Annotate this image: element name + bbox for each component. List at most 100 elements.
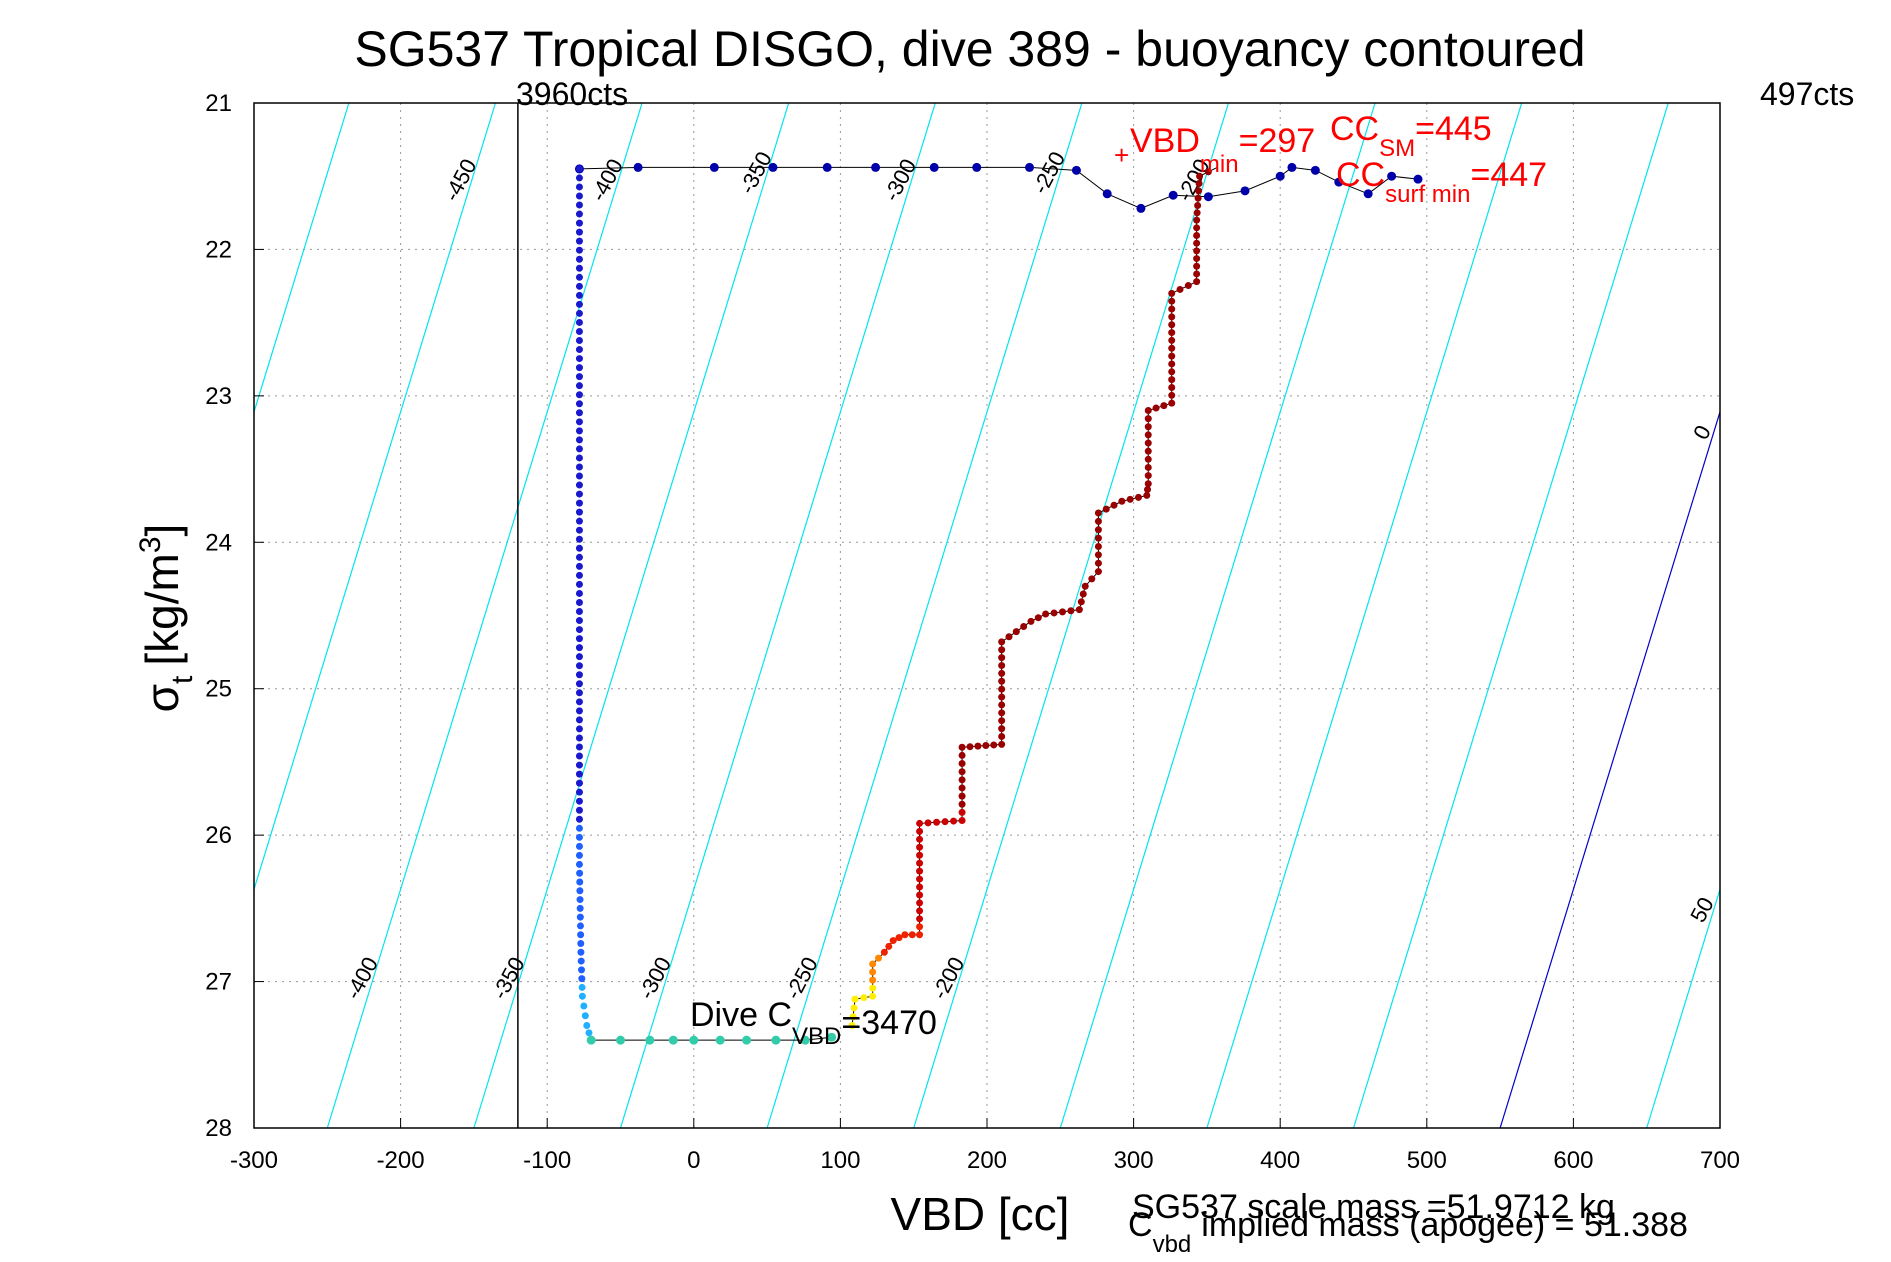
data-point <box>1110 501 1118 509</box>
y-tick-label: 22 <box>205 236 232 263</box>
data-point <box>575 761 583 769</box>
data-point <box>1195 180 1203 188</box>
data-point <box>633 162 643 172</box>
data-point <box>1144 407 1152 414</box>
data-point <box>1152 404 1160 412</box>
data-point <box>575 725 583 733</box>
data-point <box>1071 165 1081 175</box>
data-point <box>575 653 583 661</box>
data-point <box>1193 270 1201 278</box>
data-point <box>1075 606 1083 614</box>
data-point <box>1144 463 1152 471</box>
data-point <box>575 418 583 426</box>
data-point <box>1168 344 1176 352</box>
data-point <box>851 995 859 1003</box>
data-point <box>958 776 966 784</box>
y-axis-ticks: 21 22 23 24 25 26 27 28 <box>205 90 264 1142</box>
data-point <box>575 617 583 625</box>
data-point <box>575 626 583 634</box>
data-point <box>575 644 583 652</box>
data-point <box>916 899 924 907</box>
data-point <box>1094 551 1102 559</box>
data-point <box>616 1035 625 1045</box>
data-point <box>577 931 585 939</box>
data-point <box>575 219 583 227</box>
data-point <box>972 162 982 172</box>
data-point <box>689 1035 699 1045</box>
contour-line <box>619 103 936 1128</box>
data-point <box>1077 598 1085 606</box>
data-point <box>966 743 974 751</box>
data-point <box>575 291 583 299</box>
data-point <box>586 1035 596 1045</box>
x-axis-label: VBD [cc] <box>891 1188 1070 1240</box>
data-point <box>1034 614 1042 622</box>
data-point <box>576 878 584 886</box>
vbd-min-value: =297 <box>1239 122 1316 160</box>
data-point <box>1310 165 1320 175</box>
cc-sm-value: =445 <box>1415 110 1492 148</box>
data-point <box>916 891 924 899</box>
x-tick-label: -200 <box>377 1147 425 1174</box>
data-point <box>1012 628 1020 636</box>
data-point <box>1203 192 1213 202</box>
y-axis-label-sub: t <box>166 675 199 684</box>
data-point <box>998 646 1006 654</box>
data-point <box>577 948 585 956</box>
data-point <box>1027 617 1035 625</box>
y-tick-label: 27 <box>205 969 232 996</box>
data-point <box>998 725 1006 733</box>
data-point <box>575 743 583 751</box>
data-point <box>998 677 1006 685</box>
data-point <box>575 608 583 616</box>
data-point <box>998 669 1006 677</box>
data-point <box>575 318 583 326</box>
series-line <box>591 1036 832 1041</box>
x-tick-label: 300 <box>1114 1147 1154 1174</box>
data-point <box>998 654 1006 662</box>
data-point <box>1102 189 1112 199</box>
data-point <box>1168 391 1176 399</box>
x-tick-label: -300 <box>230 1147 278 1174</box>
data-point <box>575 860 583 868</box>
data-point <box>1094 509 1102 517</box>
data-point <box>958 768 966 776</box>
data-point <box>575 346 583 354</box>
data-point <box>1168 190 1178 200</box>
data-point <box>1088 575 1096 583</box>
data-point <box>575 508 583 516</box>
x-tick-label: 100 <box>820 1147 860 1174</box>
data-point <box>575 237 583 245</box>
vbd-min-annotation: VBDmin=297 <box>1130 122 1315 178</box>
data-point <box>958 808 966 816</box>
data-point <box>575 454 583 462</box>
data-point <box>575 481 583 489</box>
data-point <box>1144 480 1152 488</box>
data-point <box>575 409 583 417</box>
implied-mass-rest: implied mass (apogee) = 51.388 <box>1201 1206 1688 1244</box>
data-point <box>901 931 909 939</box>
data-point <box>575 445 583 453</box>
data-point <box>1387 171 1397 181</box>
data-point <box>941 818 949 826</box>
data-point <box>1144 472 1152 480</box>
contour-line <box>473 103 790 1128</box>
data-point <box>1079 590 1087 598</box>
data-point <box>1102 505 1110 513</box>
data-point <box>869 976 877 984</box>
buoyancy-contours <box>254 103 1720 1128</box>
data-point <box>575 391 583 399</box>
data-point <box>850 1004 858 1012</box>
cc-sm-annotation: CCSM=445 <box>1330 110 1492 162</box>
data-point <box>1194 202 1202 209</box>
series-line <box>579 166 1419 209</box>
data-point <box>958 743 966 751</box>
data-point <box>1334 177 1344 187</box>
data-point <box>1144 486 1152 494</box>
data-point <box>575 355 583 363</box>
data-point <box>1176 285 1184 293</box>
data-point <box>1134 493 1142 501</box>
data-point <box>1094 517 1102 525</box>
data-point <box>1168 360 1176 368</box>
